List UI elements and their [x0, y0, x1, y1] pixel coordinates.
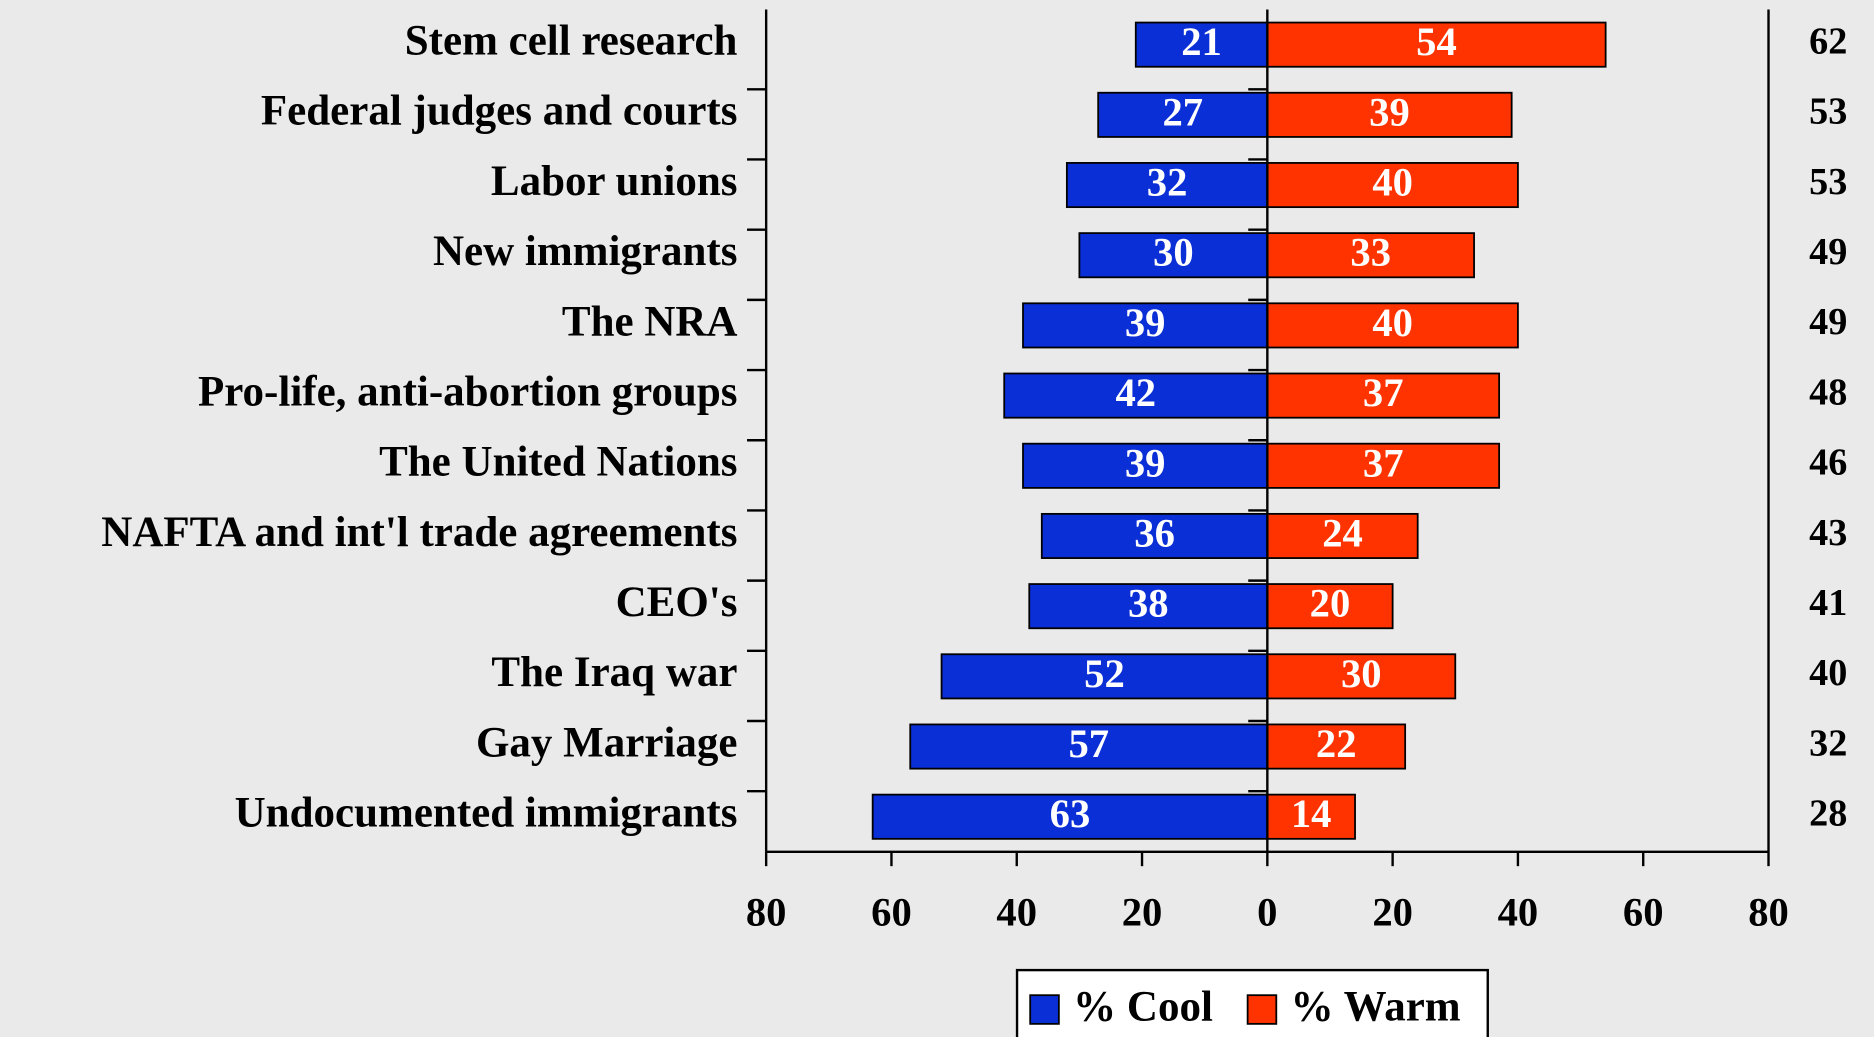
- value-label: 54: [1416, 19, 1457, 64]
- bar: [1266, 372, 1501, 419]
- category-label: CEO's: [616, 579, 738, 626]
- legend-label: % Cool: [1073, 984, 1213, 1031]
- x-tick-label: 0: [1257, 890, 1277, 935]
- score-label: 28: [1809, 793, 1847, 835]
- value-label: 22: [1316, 721, 1357, 766]
- x-tick-label: 20: [1122, 890, 1163, 935]
- bar: [1266, 512, 1419, 559]
- category-label: Pro-life, anti-abortion groups: [198, 368, 737, 415]
- x-tick-label: 60: [1623, 890, 1664, 935]
- x-tick-label: 20: [1372, 890, 1413, 935]
- value-label: 32: [1147, 160, 1188, 205]
- value-label: 30: [1341, 651, 1382, 696]
- value-label: 33: [1350, 230, 1391, 275]
- bar: [1097, 91, 1269, 138]
- bar: [1040, 512, 1269, 559]
- bar: [1266, 162, 1519, 209]
- score-label: 48: [1809, 371, 1847, 413]
- category-label: The United Nations: [379, 439, 737, 486]
- bar: [909, 723, 1269, 770]
- value-label: 39: [1125, 440, 1166, 485]
- score-label: 40: [1809, 652, 1847, 694]
- x-tick-label: 60: [871, 890, 912, 935]
- value-label: 57: [1068, 721, 1109, 766]
- value-label: 39: [1369, 89, 1410, 134]
- score-label: 49: [1809, 301, 1847, 343]
- value-label: 30: [1153, 230, 1194, 275]
- value-label: 63: [1050, 791, 1091, 836]
- score-label: 43: [1809, 512, 1847, 554]
- value-label: 36: [1134, 510, 1175, 555]
- category-label: Undocumented immigrants: [235, 790, 738, 837]
- score-label: 32: [1809, 722, 1847, 764]
- bar: [1134, 21, 1269, 68]
- category-label: NAFTA and int'l trade agreements: [101, 509, 737, 556]
- category-label: Federal judges and courts: [261, 88, 738, 135]
- bar: [1022, 442, 1269, 489]
- value-label: 39: [1125, 300, 1166, 345]
- score-label: 46: [1809, 442, 1847, 484]
- value-label: 27: [1162, 89, 1203, 134]
- category-label: Gay Marriage: [476, 719, 738, 766]
- score-label: 62: [1809, 20, 1847, 62]
- bar: [1266, 302, 1519, 349]
- bar: [1266, 91, 1513, 138]
- value-label: 37: [1363, 440, 1404, 485]
- x-tick-label: 40: [1498, 890, 1539, 935]
- bar: [1028, 583, 1269, 630]
- bar: [1266, 232, 1475, 279]
- x-tick-label: 80: [1748, 890, 1789, 935]
- bar: [1266, 21, 1607, 68]
- value-label: 21: [1181, 19, 1222, 64]
- bar: [1022, 302, 1269, 349]
- bar: [871, 793, 1269, 840]
- value-label: 40: [1372, 160, 1413, 205]
- bar: [1266, 723, 1407, 770]
- score-label: 53: [1809, 161, 1847, 203]
- bar: [1078, 232, 1269, 279]
- legend-swatch: [1246, 994, 1278, 1025]
- bar: [1266, 653, 1457, 700]
- value-label: 14: [1291, 791, 1332, 836]
- x-tick-label: 80: [746, 890, 787, 935]
- legend-swatch: [1029, 994, 1060, 1025]
- legend-label: % Warm: [1291, 984, 1461, 1031]
- value-label: 20: [1310, 581, 1351, 626]
- score-label: 53: [1809, 91, 1847, 133]
- category-label: The NRA: [562, 298, 738, 345]
- value-label: 24: [1322, 510, 1363, 555]
- score-label: 49: [1809, 231, 1847, 273]
- category-label: Labor unions: [491, 158, 738, 205]
- category-label: Stem cell research: [405, 18, 738, 65]
- value-label: 37: [1363, 370, 1404, 415]
- bar: [1003, 372, 1269, 419]
- x-tick-label: 40: [996, 890, 1037, 935]
- score-label: 41: [1809, 582, 1847, 624]
- bar: [1266, 583, 1394, 630]
- value-label: 38: [1128, 581, 1169, 626]
- value-label: 40: [1372, 300, 1413, 345]
- bar: [1266, 442, 1501, 489]
- value-label: 52: [1084, 651, 1125, 696]
- category-label: New immigrants: [433, 228, 738, 275]
- bar: [940, 653, 1269, 700]
- category-label: The Iraq war: [491, 649, 737, 696]
- bar: [1065, 162, 1269, 209]
- value-label: 42: [1115, 370, 1156, 415]
